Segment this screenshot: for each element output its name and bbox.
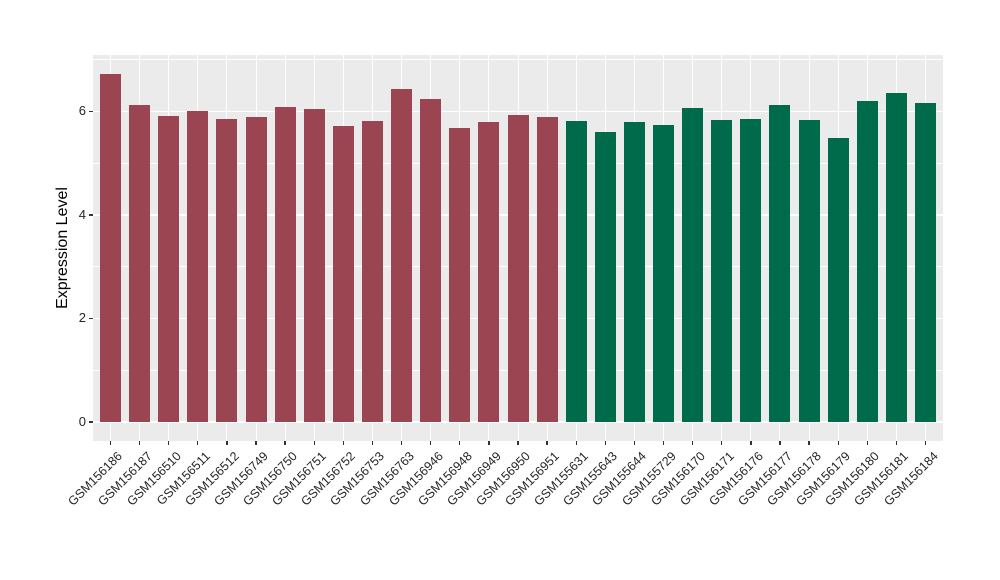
bar: [827, 137, 849, 422]
y-axis-title: Expression Level: [54, 187, 71, 309]
y-tick-label: 0: [78, 414, 86, 429]
x-tick-mark: [400, 441, 403, 445]
x-tick-mark: [284, 441, 286, 445]
x-tick-mark: [604, 441, 607, 445]
bar: [274, 107, 296, 422]
x-tick-mark: [546, 441, 548, 445]
y-tick-mark: [89, 421, 93, 423]
x-tick-mark: [691, 441, 694, 445]
x-tick-mark: [575, 441, 577, 445]
x-tick-mark: [342, 441, 345, 445]
bar: [769, 104, 791, 422]
x-tick-mark: [459, 441, 461, 445]
bar: [740, 118, 762, 422]
x-tick-mark: [371, 441, 374, 445]
y-tick-label: 2: [78, 310, 86, 326]
x-tick-mark: [633, 441, 636, 445]
bar: [856, 101, 878, 422]
bar: [99, 73, 121, 422]
bar: [798, 119, 820, 422]
x-tick-mark: [779, 441, 781, 445]
bar: [536, 117, 558, 422]
x-tick-mark: [167, 441, 170, 445]
y-tick-mark: [89, 214, 93, 216]
bar: [885, 92, 907, 422]
bar: [187, 111, 209, 422]
bar: [682, 108, 704, 422]
bar: [478, 122, 500, 422]
bar: [332, 126, 354, 422]
bar: [565, 120, 587, 422]
x-tick-mark: [429, 441, 432, 445]
x-tick-mark: [750, 441, 752, 445]
x-tick-mark: [662, 441, 665, 445]
bar: [507, 115, 529, 422]
y-tick-label: 4: [78, 206, 86, 222]
x-tick-mark: [808, 441, 810, 445]
x-tick-mark: [313, 441, 315, 445]
x-tick-mark: [255, 441, 257, 445]
bar: [391, 89, 413, 422]
y-tick-mark: [89, 110, 93, 112]
x-tick-mark: [895, 441, 898, 445]
x-tick-mark: [866, 441, 868, 445]
x-tick-mark: [924, 441, 927, 445]
bar: [361, 121, 383, 422]
plot-panel: [93, 55, 943, 441]
bar: [449, 127, 471, 422]
x-tick-mark: [226, 441, 228, 445]
bar: [216, 118, 238, 422]
x-tick-mark: [721, 441, 723, 445]
bar: [594, 131, 616, 422]
bar: [711, 119, 733, 422]
bar: [623, 122, 645, 422]
bar: [303, 108, 325, 422]
y-tick-mark: [89, 317, 93, 320]
x-tick-mark: [837, 441, 839, 445]
bar: [158, 115, 180, 422]
x-tick-mark: [197, 441, 199, 445]
x-tick-mark: [488, 441, 490, 445]
y-tick-label: 6: [78, 103, 86, 119]
bar: [129, 104, 151, 422]
bar: [653, 125, 675, 422]
bar: [915, 103, 937, 422]
x-tick-mark: [109, 441, 112, 445]
x-tick-mark: [138, 441, 141, 445]
x-tick-mark: [517, 441, 519, 445]
bar: [245, 117, 267, 422]
bar: [420, 98, 442, 422]
